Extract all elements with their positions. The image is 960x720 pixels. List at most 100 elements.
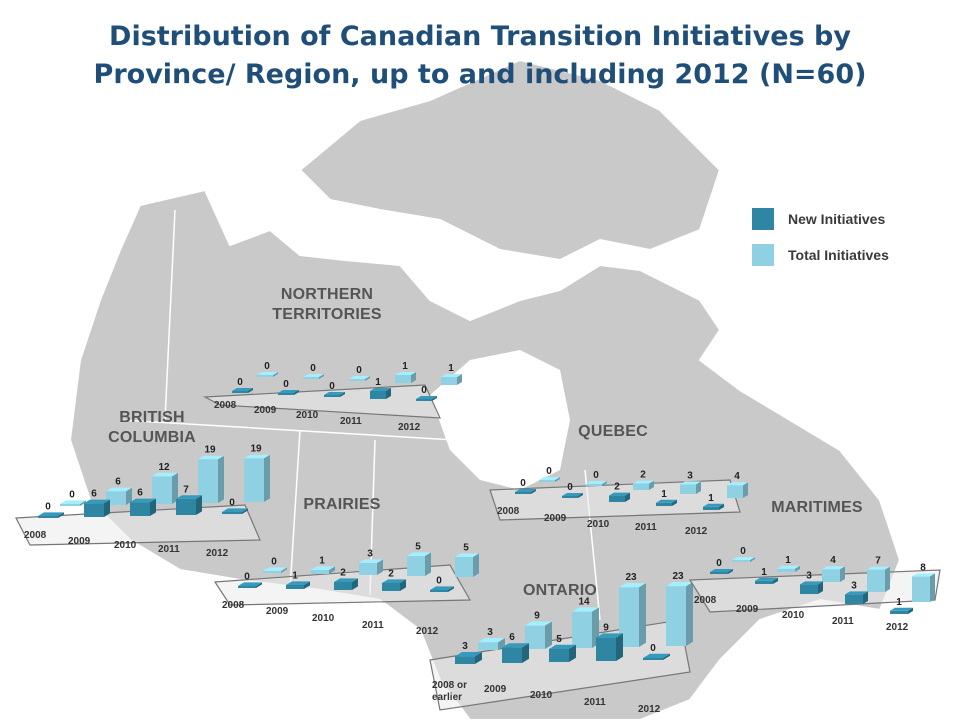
- new-bar: [890, 607, 913, 614]
- total-value-label: 2: [640, 470, 646, 481]
- new-bar-side: [863, 591, 868, 604]
- total-bar: [912, 573, 935, 602]
- label-line: PRAIRIES: [303, 496, 381, 513]
- total-bar-side: [750, 557, 755, 562]
- new-bar: [130, 498, 156, 516]
- total-bar-front: [441, 377, 457, 385]
- total-value-label: 5: [415, 541, 421, 552]
- new-value-label: 6: [137, 488, 143, 499]
- new-bar-side: [150, 498, 156, 516]
- category-label: 2011: [362, 620, 384, 631]
- new-bar-front: [755, 580, 773, 584]
- new-bar-side: [908, 607, 913, 614]
- new-bar-top: [370, 388, 391, 391]
- total-bar: [407, 552, 431, 576]
- total-bar-top: [539, 477, 560, 480]
- new-bar-front: [222, 512, 242, 514]
- new-bar: [596, 633, 623, 661]
- total-bar-top: [680, 481, 701, 485]
- total-bar: [349, 376, 370, 381]
- hudson-bay: [430, 350, 570, 490]
- new-bar: [515, 489, 536, 494]
- new-bar-side: [578, 493, 583, 498]
- total-bar-top: [586, 481, 607, 484]
- new-bar-side: [522, 643, 529, 663]
- total-value-label: 23: [672, 571, 684, 582]
- region-label-quebec: QUEBEC: [568, 422, 658, 442]
- new-value-label: 0: [237, 377, 243, 388]
- new-bar-front: [286, 585, 304, 589]
- category-label: 2010: [296, 410, 319, 421]
- new-bar: [502, 643, 529, 663]
- new-bar-front: [890, 610, 908, 614]
- total-bar-top: [152, 472, 178, 477]
- category-label: 2008: [214, 400, 237, 411]
- label-line: MARITIMES: [771, 499, 863, 516]
- total-bar-side: [545, 621, 552, 649]
- new-bar-top: [238, 582, 262, 586]
- new-bar-top: [286, 581, 310, 585]
- total-bar-top: [732, 557, 755, 560]
- total-bar: [198, 455, 224, 503]
- region-label-northern-territories: NORTHERN TERRITORIES: [262, 285, 392, 325]
- total-bar: [257, 372, 278, 377]
- category-label: 2010: [587, 519, 610, 530]
- new-bar-side: [58, 512, 64, 518]
- new-bar-front: [703, 506, 719, 510]
- total-bar-top: [244, 454, 270, 459]
- total-value-label: 19: [204, 445, 216, 456]
- new-bar-top: [643, 653, 670, 658]
- new-bar-top: [890, 607, 913, 611]
- new-value-label: 1: [896, 597, 902, 608]
- total-bar-top: [455, 553, 479, 557]
- new-bar-top: [176, 495, 202, 499]
- total-bar-side: [795, 565, 800, 572]
- province-border-3: [289, 429, 301, 591]
- new-bar: [416, 396, 437, 401]
- new-bar-side: [719, 503, 724, 510]
- total-bar-front: [525, 625, 545, 649]
- total-value-label: 1: [402, 361, 408, 372]
- total-bar: [822, 566, 845, 582]
- total-value-label: 1: [319, 555, 325, 566]
- new-bar-side: [196, 495, 202, 515]
- new-bar-top: [562, 493, 583, 496]
- total-value-label: 0: [593, 470, 599, 481]
- new-bar: [710, 569, 733, 574]
- category-label: 2012: [638, 704, 661, 715]
- new-value-label: 2: [340, 567, 346, 578]
- label-line: COLUMBIA: [108, 429, 196, 446]
- total-bar-top: [727, 482, 748, 486]
- new-bar-side: [448, 586, 454, 592]
- total-bar: [60, 500, 86, 506]
- region-label-british-columbia: BRITISH COLUMBIA: [92, 408, 212, 448]
- label-line: TERRITORIES: [272, 306, 382, 323]
- new-bar-top: [455, 652, 482, 657]
- total-bar-front: [732, 560, 750, 562]
- legend-label-total: Total Initiatives: [788, 247, 889, 263]
- new-bar-front: [334, 582, 352, 590]
- category-label: 2009: [266, 606, 289, 617]
- region-chart-5: 0 0 2008 1 1 2009 4 3 2010 7 3 2011 8 1 2012: [688, 546, 941, 633]
- new-value-label: 0: [421, 385, 427, 396]
- total-value-label: 3: [487, 627, 493, 638]
- category-label: 2010: [114, 540, 137, 551]
- total-value-label: 5: [463, 542, 469, 553]
- province-border-2: [119, 419, 456, 441]
- total-bar-side: [649, 480, 654, 490]
- new-bar-top: [800, 581, 823, 585]
- total-bar: [727, 482, 748, 498]
- category-label: 2009: [484, 684, 507, 695]
- new-bar-top: [278, 390, 299, 393]
- region-charts: 0020080020090020101120111020120020086620…: [15, 361, 941, 715]
- new-bar-side: [672, 499, 677, 506]
- total-bar-front: [822, 569, 840, 582]
- total-value-label: 0: [264, 361, 270, 372]
- total-bar: [539, 477, 560, 482]
- total-bar: [359, 559, 383, 575]
- total-bar: [666, 582, 693, 646]
- new-bar-side: [569, 644, 576, 662]
- total-value-label: 14: [578, 596, 590, 607]
- new-bar: [800, 581, 823, 594]
- category-label: 2012: [398, 422, 421, 433]
